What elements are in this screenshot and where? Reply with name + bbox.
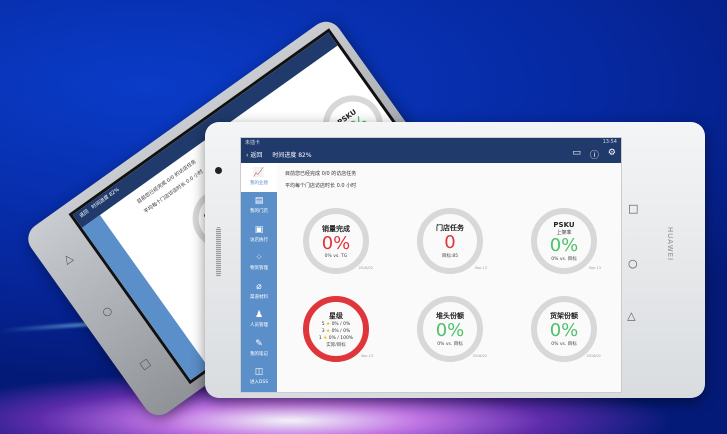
card-sales[interactable]: 销量完成 0% 0% vs. TG 2016/02 (303, 208, 373, 274)
card-subtitle: 上架率 (556, 229, 572, 236)
nav-bar: ‹ 返回 时间进度 82% ▭ ⓘ ⚙ (241, 146, 621, 163)
star-level: 3 (321, 328, 325, 334)
sidebar-item-label: 我的业绩 (250, 180, 268, 186)
star-row: 3 ★ 0% / 0% (322, 328, 350, 335)
card-date: Sep 13 (474, 266, 487, 270)
card-date: Sep 13 (588, 266, 601, 270)
speaker (216, 227, 221, 277)
brand-logo: HUAWEI (666, 226, 675, 262)
recent-button-icon[interactable]: □ (628, 202, 639, 215)
card-note: 0% vs. 目标 (551, 342, 577, 347)
sidebar-item-channel[interactable]: ⌀ 渠道材料 (241, 277, 277, 306)
card-note: 0% vs. 目标 (437, 342, 463, 347)
dss-icon: ◫ (254, 367, 264, 378)
star-level: 1 (318, 335, 322, 341)
sidebar: 📈 我的业绩 ▤ 我的门店 ▣ 访店执行 ⁘ 物资管理 ⌀ 渠道材料 ♟ 人员管理 ✎ 我的笔… (241, 163, 277, 392)
camera (215, 167, 222, 174)
back-nav-title: 时间进度 82% (90, 186, 121, 211)
people-icon: ♟ (254, 310, 264, 321)
sidebar-item-performance[interactable]: 📈 我的业绩 (241, 163, 277, 192)
sidebar-item-stores[interactable]: ▤ 我的门店 (241, 192, 277, 221)
note-icon: ✎ (255, 338, 263, 349)
gear-icon[interactable]: ⚙ (607, 148, 616, 158)
back-button-icon: ◁ (60, 251, 77, 267)
sidebar-item-label: 访店执行 (250, 237, 268, 243)
summary-line-2: 平均每个门店访店时长 0.0 小时 (285, 183, 357, 189)
recent-button-icon: □ (137, 355, 154, 373)
sidebar-item-visits[interactable]: ▣ 访店执行 (241, 220, 277, 249)
card-date: 2016/02 (586, 354, 601, 358)
home-button-icon[interactable]: ○ (628, 257, 638, 270)
sidebar-item-label: 物资管理 (250, 266, 268, 272)
card-value: 0% (549, 320, 579, 341)
back-nav-back: 返回 (78, 208, 91, 220)
star-icon: ★ (323, 335, 328, 341)
card-title: 门店任务 (436, 224, 464, 232)
card-title: 星级 (329, 311, 343, 320)
star-icon: ★ (326, 328, 331, 334)
star-icon: ★ (326, 321, 331, 327)
card-shelf-share[interactable]: 货架份额 0% 0% vs. 目标 2016/02 (531, 296, 601, 362)
card-display-share[interactable]: 堆头份额 0% 0% vs. 目标 2016/02 (417, 296, 487, 362)
paperclip-icon: ⌀ (256, 281, 262, 292)
card-value: 0 (444, 232, 456, 253)
card-value: 0% (549, 234, 579, 256)
back-button-icon[interactable]: ◁ (625, 312, 639, 321)
card-title: PSKU (553, 220, 575, 229)
sidebar-item-label: 进入DSS (249, 380, 269, 386)
status-bar: 未插卡 13:54 (241, 138, 621, 146)
card-psku[interactable]: PSKU 上架率 0% 0% vs. 目标 Sep 13 (531, 208, 601, 274)
card-note: 0% vs. 目标 (551, 256, 577, 262)
card-store-tasks[interactable]: 门店任务 0 目标:85 Sep 13 (417, 208, 487, 274)
card-star-rating[interactable]: 星级 5 ★ 0% / 0% 3 ★ 0% / 0% 1 ★ 0% / 100%… (303, 296, 373, 362)
card-note: 0% vs. TG (324, 253, 348, 259)
sidebar-item-dss[interactable]: ◫ 进入DSS (241, 363, 277, 392)
summary-text: 目前您已经完成 0/0 的访店任务 平均每个门店访店时长 0.0 小时 (285, 168, 356, 192)
sidebar-item-label: 渠道材料 (250, 294, 268, 300)
star-row: 5 ★ 0% / 0% (322, 321, 350, 328)
carrier-label: 未插卡 (245, 140, 261, 146)
clipboard-icon: ▣ (254, 224, 264, 235)
front-tablet: 未插卡 13:54 ‹ 返回 时间进度 82% ▭ ⓘ ⚙ 📈 我的业绩 ▤ 我的门店 ▣… (205, 122, 705, 398)
grid-icon: ⁘ (255, 253, 263, 264)
app-screen: 未插卡 13:54 ‹ 返回 时间进度 82% ▭ ⓘ ⚙ 📈 我的业绩 ▤ 我的门店 ▣… (240, 137, 622, 393)
star-value: 0% / 0% (331, 321, 351, 327)
card-value: 0% (321, 232, 351, 254)
card-title: 货架份额 (550, 312, 578, 320)
page-title: 时间进度 82% (272, 152, 312, 159)
clock: 13:54 (602, 139, 617, 145)
card-title: 堆头份额 (436, 312, 464, 320)
store-icon: ▤ (254, 196, 264, 207)
card-note: 目标:85 (441, 254, 459, 259)
star-level: 5 (321, 321, 325, 327)
back-button[interactable]: ‹ 返回 (246, 152, 263, 159)
sidebar-item-materials[interactable]: ⁘ 物资管理 (241, 249, 277, 278)
star-value: 0% / 0% (331, 328, 351, 334)
sidebar-item-staff[interactable]: ♟ 人员管理 (241, 306, 277, 335)
card-date: 2016/02 (358, 266, 373, 270)
card-value: 0% (435, 320, 465, 341)
star-row: 1 ★ 0% / 100% (319, 335, 353, 342)
sidebar-item-label: 我的门店 (250, 209, 268, 215)
card-title: 销量完成 (322, 224, 350, 233)
star-value: 0% / 100% (328, 335, 354, 341)
sidebar-item-label: 人员管理 (250, 323, 268, 329)
card-note: 实际/目标 (326, 342, 346, 348)
summary-line-1: 目前您已经完成 0/0 的访店任务 (285, 171, 357, 177)
card-date: 2016/02 (472, 354, 487, 358)
help-icon[interactable]: ⓘ (589, 151, 599, 161)
sidebar-item-label: 我的笔记 (250, 351, 268, 357)
card-date: Sep 13 (360, 354, 373, 358)
message-icon[interactable]: ▭ (572, 148, 581, 158)
back-label: 返回 (250, 152, 263, 159)
sidebar-item-notes[interactable]: ✎ 我的笔记 (241, 334, 277, 363)
chart-icon: 📈 (253, 167, 265, 178)
home-button-icon: ○ (99, 303, 115, 320)
